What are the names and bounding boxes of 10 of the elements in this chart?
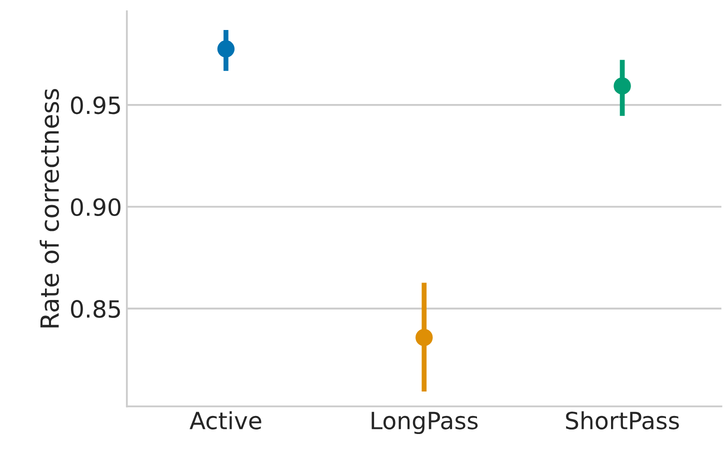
y-axis-title: Rate of correctness — [40, 88, 60, 328]
y-tick-label: 0.95 — [71, 96, 120, 114]
y-tick-label: 0.85 — [71, 300, 120, 318]
point — [217, 40, 235, 58]
x-tick-label: ShortPass — [566, 411, 679, 430]
point — [416, 328, 433, 346]
y-tick-label: 0.90 — [71, 198, 120, 216]
point — [614, 77, 631, 95]
x-tick-label: Active — [190, 411, 262, 430]
x-tick-label: LongPass — [372, 412, 478, 434]
